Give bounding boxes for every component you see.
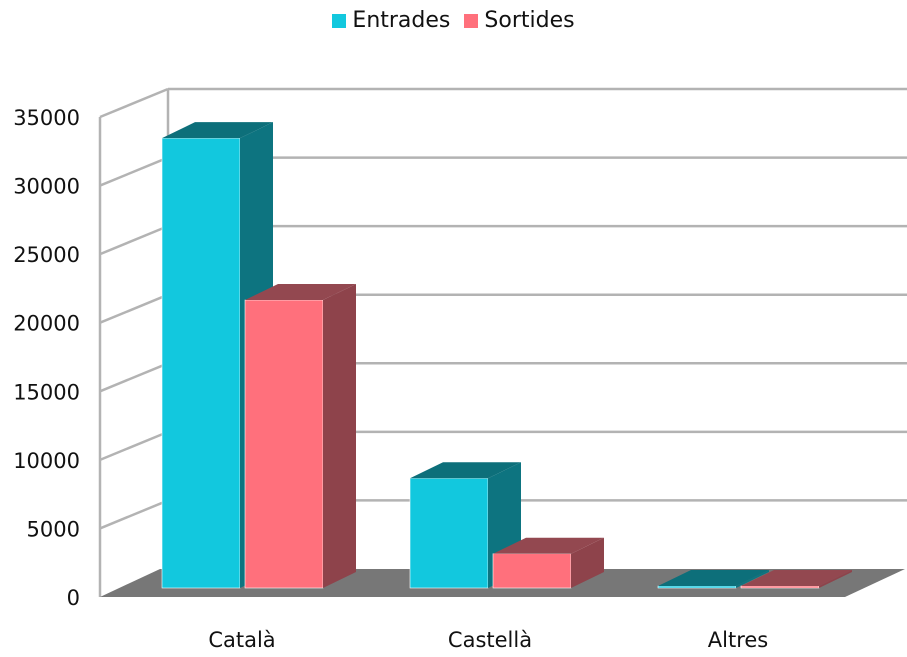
legend: Entrades Sortides <box>0 8 907 33</box>
x-tick-label: Català <box>208 628 275 652</box>
side-gridline <box>99 293 169 324</box>
y-tick-label: 25000 <box>13 243 80 267</box>
bar-top <box>162 122 273 139</box>
bar-top <box>658 570 769 586</box>
legend-item-sortides: Sortides <box>464 8 575 33</box>
y-tick-label: 10000 <box>13 449 80 473</box>
x-tick-label: Altres <box>708 628 768 652</box>
side-gridline <box>99 224 169 256</box>
legend-swatch-sortides <box>464 13 479 28</box>
bar-top <box>245 284 356 300</box>
bar-entrades-2 <box>657 585 737 589</box>
bar-side <box>819 570 852 588</box>
bar-side <box>571 537 604 588</box>
legend-swatch-entrades <box>332 13 347 28</box>
legend-label-entrades: Entrades <box>352 8 451 33</box>
bar-sortides-0 <box>244 299 324 589</box>
y-tick-label: 15000 <box>13 380 80 404</box>
legend-label-sortides: Sortides <box>484 8 575 33</box>
y-tick-label: 20000 <box>13 312 80 336</box>
side-gridline <box>99 362 169 393</box>
y-tick-label: 0 <box>67 586 80 610</box>
y-tick-label: 30000 <box>13 175 80 199</box>
y-tick-label: 35000 <box>13 106 80 130</box>
bar-entrades-0 <box>161 137 241 589</box>
bar-sortides-1 <box>492 553 572 589</box>
legend-item-entrades: Entrades <box>332 8 450 33</box>
side-gridline <box>99 499 169 530</box>
bar-top <box>410 462 521 479</box>
bar-top <box>493 537 604 554</box>
bar-entrades-1 <box>409 477 489 589</box>
bar-sortides-2 <box>740 585 820 589</box>
side-gridline <box>99 87 169 119</box>
y-tick-label: 5000 <box>27 517 80 541</box>
bar-top <box>741 570 852 586</box>
bar-side <box>323 284 356 588</box>
bar-side <box>736 570 769 588</box>
side-gridline <box>99 156 169 187</box>
x-tick-label: Castellà <box>448 628 532 652</box>
side-gridline <box>99 430 169 462</box>
